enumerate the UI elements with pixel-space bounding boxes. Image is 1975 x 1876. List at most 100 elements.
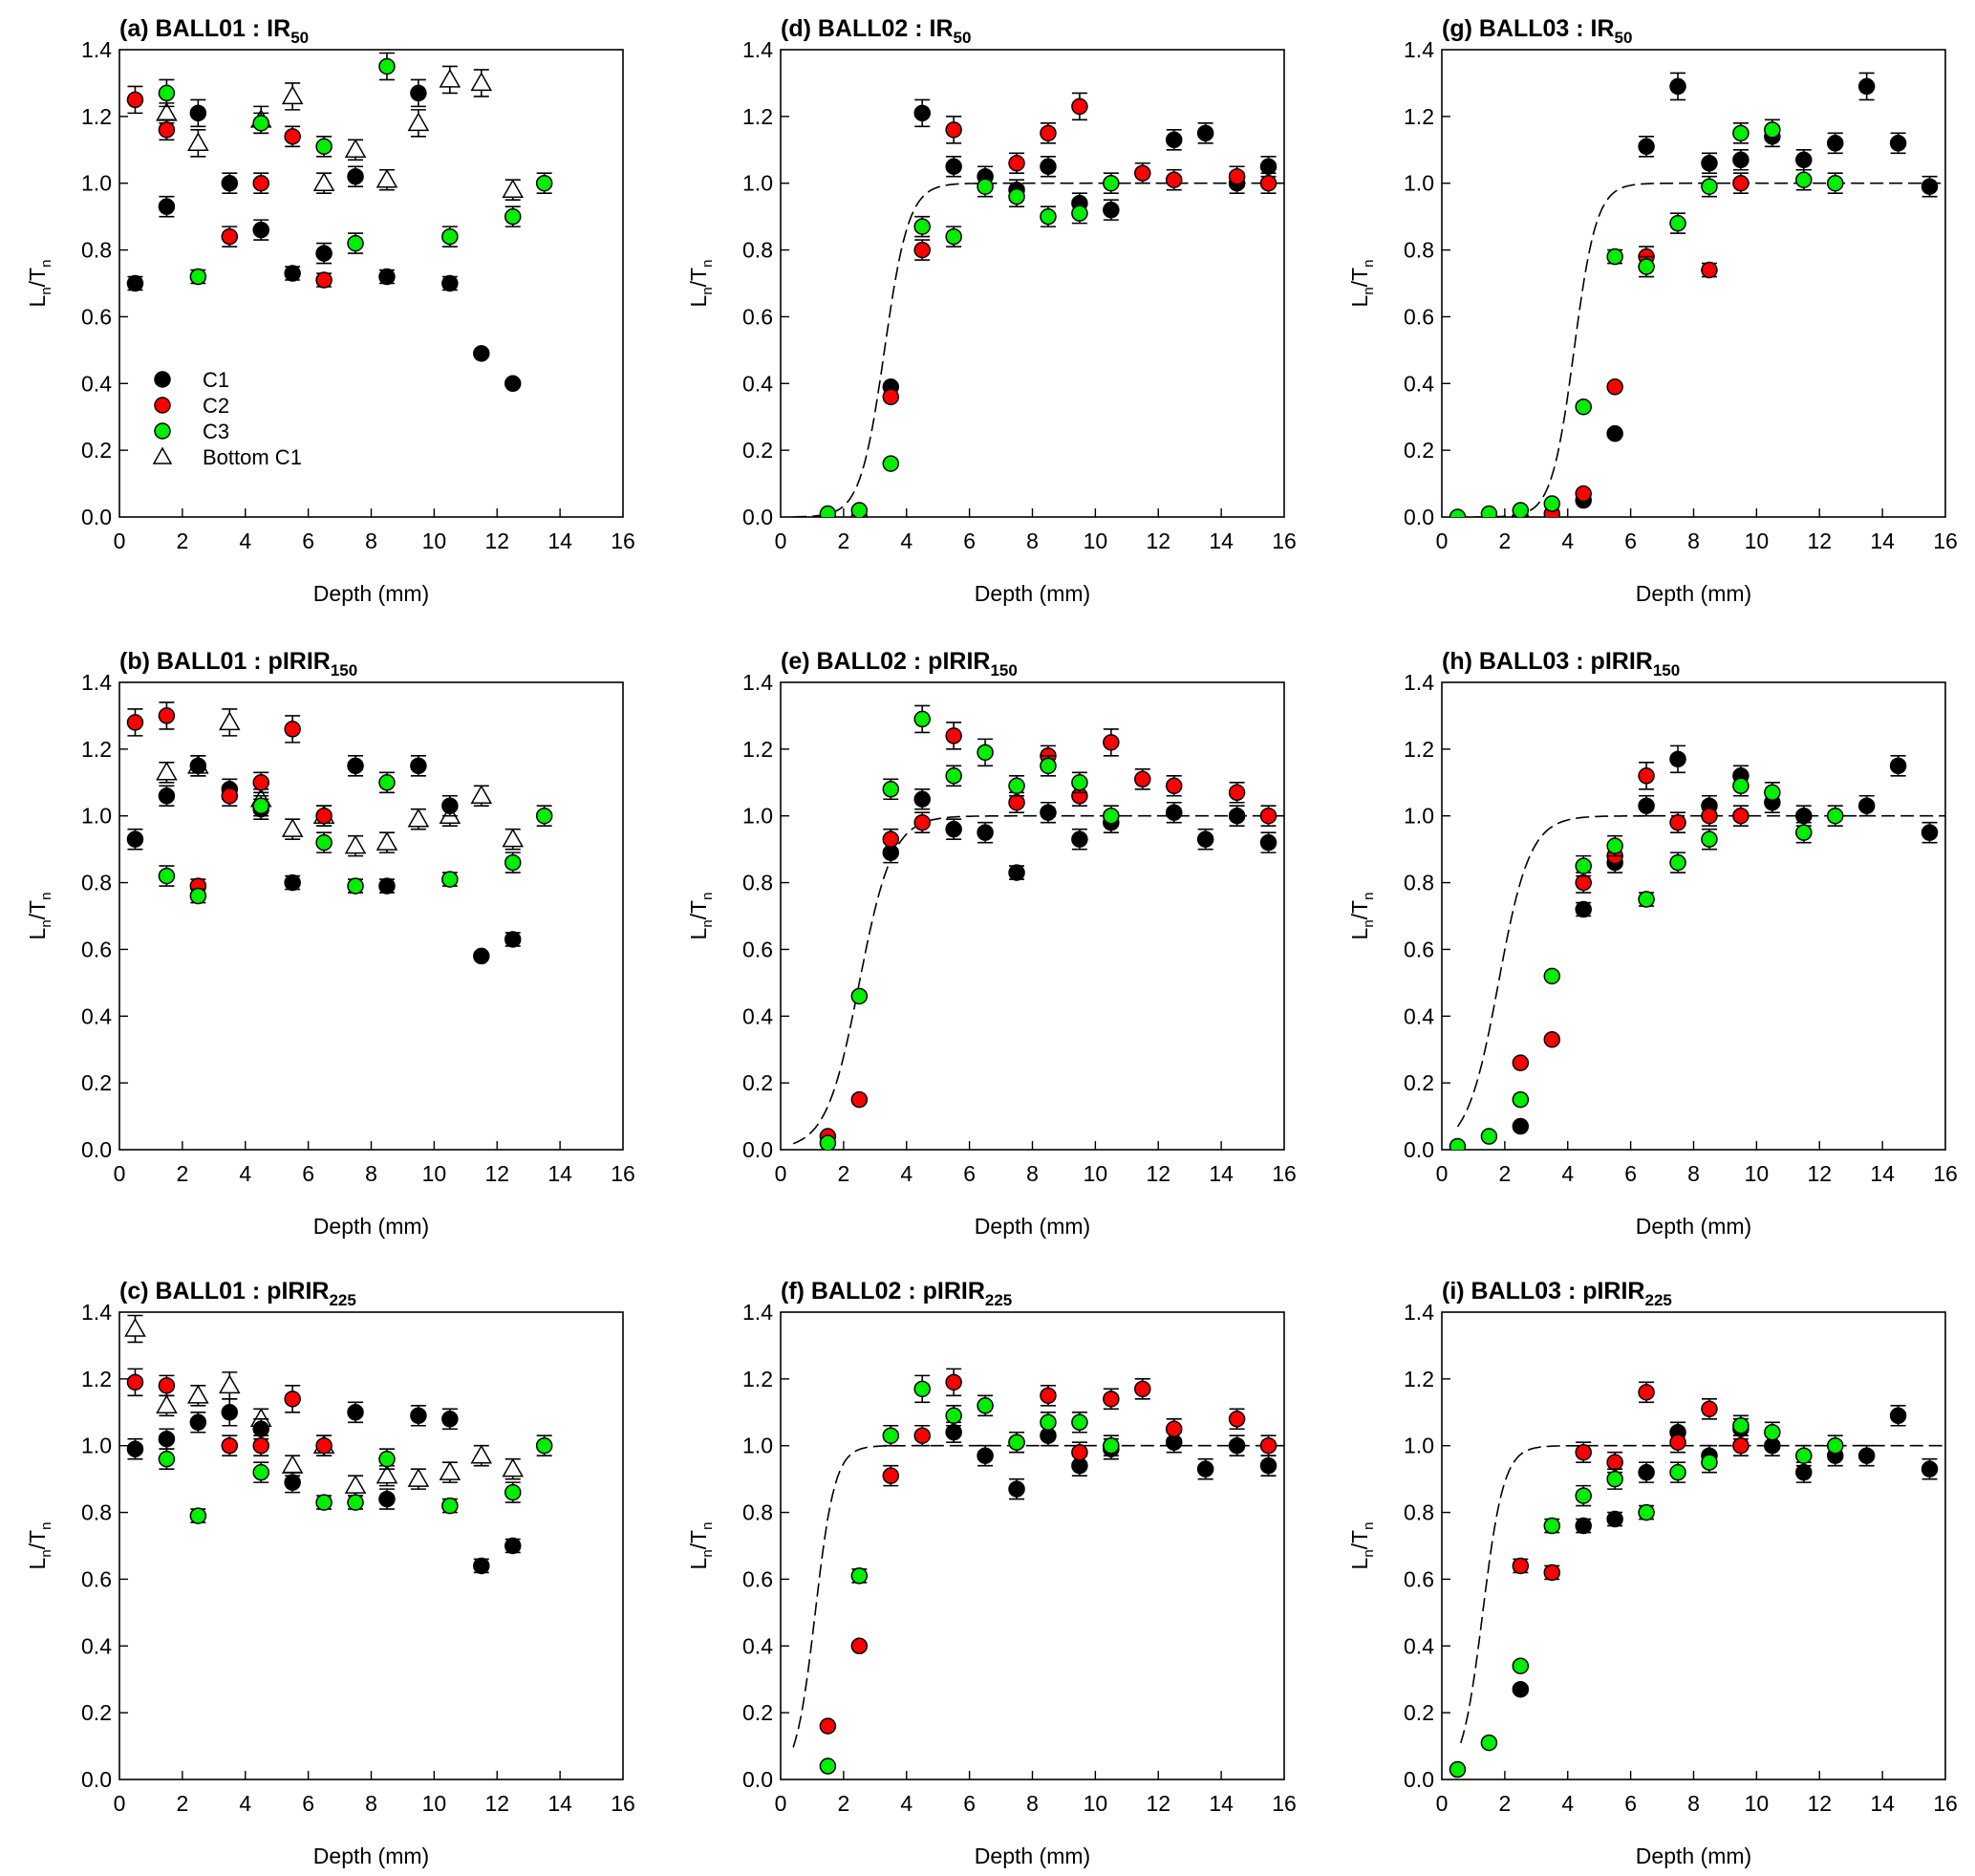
data-point [347,234,364,252]
y-axis-label-ylabel_sub1: n [699,919,716,927]
y-tick-label: 0.2 [81,438,112,463]
data-point [819,1134,837,1150]
data-point [410,1407,427,1425]
y-tick-label: 1.4 [742,37,773,62]
x-tick-label: 6 [1624,528,1637,553]
data-point [441,274,459,292]
y-tick-label: 0.2 [1404,1070,1434,1095]
data-point [1071,97,1088,116]
data-point [439,68,462,88]
data-point [1638,1463,1655,1481]
data-point [126,1373,144,1391]
data-point [221,227,239,246]
panel-title-main: (i) BALL03 : pIRIR [1442,1278,1645,1305]
data-point [1543,1563,1561,1582]
legend-marker-circle-icon [154,371,171,388]
data-point [1606,1454,1623,1471]
y-tick-label: 0.6 [1404,937,1434,961]
panel-c: (c) BALL01 : pIRIR225 0 2 4 6 8 10 12 14 16 0.0 0.2… [25,1278,635,1868]
x-tick-label: 8 [1687,528,1700,553]
data-point [252,1436,269,1455]
data-point [1480,1128,1498,1145]
series-c2 [1512,1381,1750,1582]
panel-title: (d) BALL02 : IR50 [781,15,971,47]
y-tick-label: 1.2 [1404,104,1434,129]
x-tick-label: 16 [1272,1161,1297,1186]
data-point [284,873,301,892]
series-c1 [126,755,522,965]
panel-title-subscript: 225 [329,1291,355,1309]
data-point [1228,167,1246,185]
series-c3 [158,1434,553,1524]
y-axis-label-ylabel_mid: /T [25,1530,50,1549]
data-point [1732,151,1750,169]
panel-title-main: (c) BALL01 : pIRIR [119,1278,329,1305]
data-point [913,104,931,122]
data-point [1638,1384,1655,1401]
data-point [913,1380,931,1398]
data-point [378,57,396,75]
data-point [945,158,962,175]
data-point [882,455,900,472]
data-point [1638,258,1655,275]
data-point [1165,1420,1183,1437]
data-point [1575,857,1592,874]
x-tick-label: 2 [176,1161,188,1186]
y-axis-label-ylabel_sub2: n [1361,1522,1377,1530]
y-tick-label: 0.4 [81,371,112,396]
y-tick-label: 0.0 [1404,505,1434,529]
y-tick-label: 1.2 [81,737,112,762]
y-axis-label: Ln/Tn [686,893,716,940]
x-tick-label: 14 [547,1791,572,1816]
y-tick-label: 0.6 [1404,304,1434,329]
data-point [218,1374,241,1394]
data-point [1259,174,1277,192]
y-tick-label: 0.6 [742,937,773,961]
panel-title-subscript: 150 [1653,661,1680,679]
data-point [1512,1680,1530,1698]
plot-frame [1441,681,1946,1151]
data-point [158,867,176,885]
y-tick-label: 1.4 [1404,670,1434,695]
data-point [189,757,207,775]
y-axis-label-ylabel_sub1: n [1361,1549,1377,1557]
panel-a: (a) BALL01 : IR50 0 2 4 6 8 10 12 14 16 0.0 0.2 0.4 0… [25,15,635,606]
data-point [1228,1411,1246,1428]
y-tick-label: 0.8 [742,871,773,895]
data-point [126,830,144,848]
data-point [1638,767,1655,785]
data-point [158,84,176,102]
data-point [1008,1480,1025,1498]
data-point [1795,1463,1813,1481]
y-axis-label-ylabel_sub1: n [38,287,54,294]
y-axis-label: Ln/Tn [25,260,54,308]
x-tick-label: 6 [1624,1791,1637,1816]
data-point [1196,124,1214,142]
series-c2 [1512,762,1750,1071]
series-c2 [850,92,1277,517]
data-point [1638,891,1655,908]
data-point [977,744,994,762]
data-point [1889,135,1907,152]
y-axis-label-ylabel_main: L [1347,1557,1372,1569]
x-tick-label: 4 [239,1161,251,1186]
data-point [1669,853,1686,872]
data-point [1480,1734,1498,1752]
data-point [1826,807,1844,825]
data-point [156,761,178,781]
y-tick-label: 1.4 [81,670,112,695]
y-tick-label: 0.8 [1404,1500,1434,1525]
panel-title-subscript: 50 [290,29,309,47]
panel-title: (c) BALL01 : pIRIR225 [119,1278,356,1309]
y-tick-label: 0.0 [742,1137,773,1162]
y-tick-label: 0.2 [81,1070,112,1095]
series-bottom-c1 [156,708,525,857]
data-point [1259,807,1277,825]
data-point [1701,807,1718,825]
series-c3 [1449,774,1844,1150]
data-point [1921,178,1939,195]
data-point [1638,797,1655,814]
fit-curve [1454,182,1945,517]
x-tick-label: 8 [365,1161,377,1186]
